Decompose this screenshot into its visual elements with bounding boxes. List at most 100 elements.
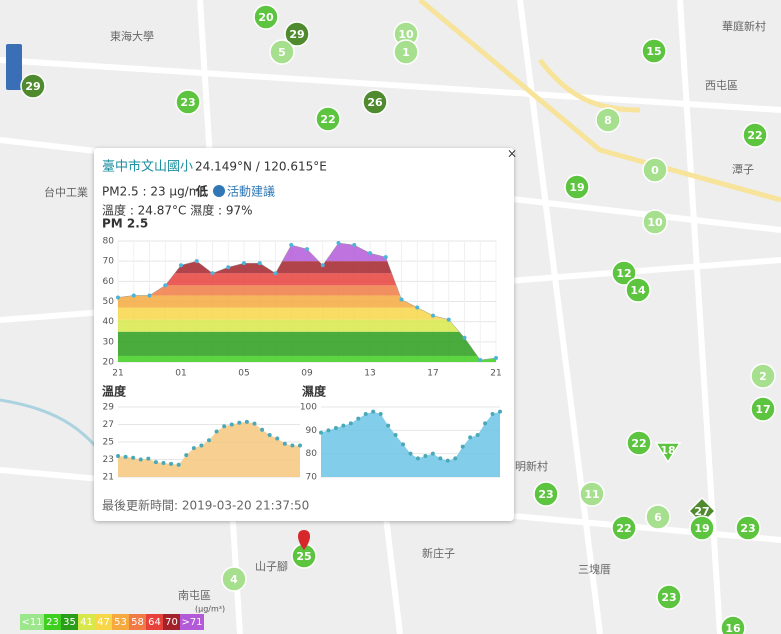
- marker-label[interactable]: 16: [725, 622, 741, 634]
- point: [123, 454, 128, 459]
- marker-label[interactable]: 22: [616, 522, 631, 535]
- marker-label[interactable]: 19: [569, 181, 584, 194]
- marker-label[interactable]: 11: [584, 488, 599, 501]
- marker[interactable]: [626, 430, 652, 456]
- marker[interactable]: [642, 209, 668, 235]
- marker-label[interactable]: 10: [398, 28, 414, 41]
- marker[interactable]: [750, 363, 776, 389]
- marker[interactable]: [20, 73, 46, 99]
- marker[interactable]: [689, 515, 715, 541]
- place-label: 明新村: [515, 459, 548, 473]
- point: [222, 424, 227, 429]
- point: [401, 442, 406, 447]
- marker[interactable]: [579, 481, 605, 507]
- marker[interactable]: [654, 442, 682, 464]
- marker-label[interactable]: 14: [630, 284, 646, 297]
- y-tick-label: 70: [306, 473, 318, 483]
- coordinates: 24.149°N / 120.615°E: [195, 160, 327, 174]
- marker[interactable]: [315, 106, 341, 132]
- marker-label[interactable]: 29: [25, 80, 40, 93]
- marker-label[interactable]: 29: [289, 28, 304, 41]
- marker[interactable]: [175, 89, 201, 115]
- marker-label[interactable]: 23: [538, 488, 553, 501]
- place-label: 東海大學: [110, 29, 154, 43]
- marker[interactable]: [735, 515, 761, 541]
- point: [430, 451, 435, 456]
- legend-label: 41: [80, 617, 93, 628]
- point: [191, 446, 196, 451]
- point: [252, 421, 257, 426]
- map-control[interactable]: [6, 44, 22, 90]
- x-tick-label: 13: [364, 369, 375, 379]
- marker-label[interactable]: 18: [660, 444, 675, 457]
- marker-label[interactable]: 23: [661, 591, 676, 604]
- marker-label[interactable]: 0: [651, 164, 659, 177]
- marker-label[interactable]: 27: [694, 505, 709, 518]
- marker[interactable]: [221, 566, 247, 592]
- point: [423, 454, 428, 458]
- point: [336, 241, 341, 246]
- marker[interactable]: [642, 157, 668, 183]
- marker-label[interactable]: 23: [180, 96, 195, 109]
- marker[interactable]: [611, 515, 637, 541]
- point: [131, 455, 136, 460]
- marker[interactable]: [393, 39, 419, 65]
- marker-label[interactable]: 26: [367, 96, 383, 109]
- marker-label[interactable]: 22: [747, 129, 762, 142]
- marker[interactable]: [656, 584, 682, 610]
- band: [118, 285, 496, 296]
- marker[interactable]: [533, 481, 559, 507]
- marker[interactable]: [641, 38, 667, 64]
- marker-label[interactable]: 22: [320, 113, 335, 126]
- y-tick-label: 25: [103, 438, 114, 448]
- marker[interactable]: [284, 21, 310, 47]
- marker-label[interactable]: 15: [646, 45, 661, 58]
- x-tick-label: 21: [490, 369, 501, 379]
- marker-label[interactable]: 23: [740, 522, 755, 535]
- marker-label[interactable]: 20: [258, 11, 274, 24]
- marker-label[interactable]: 19: [694, 522, 709, 535]
- marker[interactable]: [611, 260, 637, 286]
- marker[interactable]: [720, 615, 746, 634]
- point: [242, 261, 246, 266]
- marker[interactable]: [362, 89, 388, 115]
- legend-swatch: [78, 614, 95, 630]
- legend-swatch: [20, 614, 44, 630]
- place-label: 台中工業: [44, 185, 88, 199]
- marker-label[interactable]: 4: [230, 573, 238, 586]
- area: [321, 411, 500, 477]
- marker-label[interactable]: 25: [296, 550, 311, 563]
- marker-label[interactable]: 5: [278, 46, 286, 59]
- marker-label[interactable]: 6: [654, 511, 662, 524]
- marker-label[interactable]: 17: [755, 403, 770, 416]
- marker[interactable]: [750, 396, 776, 422]
- point: [290, 443, 295, 448]
- point: [490, 412, 495, 416]
- marker[interactable]: [645, 504, 671, 530]
- marker-label[interactable]: 1: [402, 46, 410, 59]
- point: [475, 433, 480, 437]
- marker-label[interactable]: 8: [604, 114, 612, 127]
- marker-label[interactable]: 22: [631, 437, 646, 450]
- point: [371, 409, 376, 414]
- marker[interactable]: [625, 277, 651, 303]
- point: [260, 427, 265, 432]
- marker[interactable]: [269, 39, 295, 65]
- chart-title: PM 2.5: [102, 217, 148, 231]
- band: [118, 319, 496, 332]
- legend-label: 70: [165, 617, 178, 628]
- marker[interactable]: [595, 107, 621, 133]
- marker-label[interactable]: 10: [647, 216, 663, 229]
- marker[interactable]: [742, 122, 768, 148]
- advice-link[interactable]: 活動建議: [227, 185, 275, 199]
- weather: 溫度 : 24.87°C 濕度 : 97%: [102, 203, 253, 218]
- marker-label[interactable]: 2: [759, 370, 767, 383]
- marker-label[interactable]: 12: [616, 267, 631, 280]
- marker[interactable]: [564, 174, 590, 200]
- info-icon[interactable]: [213, 185, 225, 197]
- marker[interactable]: [253, 4, 279, 30]
- point: [453, 456, 458, 461]
- point: [210, 271, 215, 276]
- close-button[interactable]: ×: [507, 147, 517, 161]
